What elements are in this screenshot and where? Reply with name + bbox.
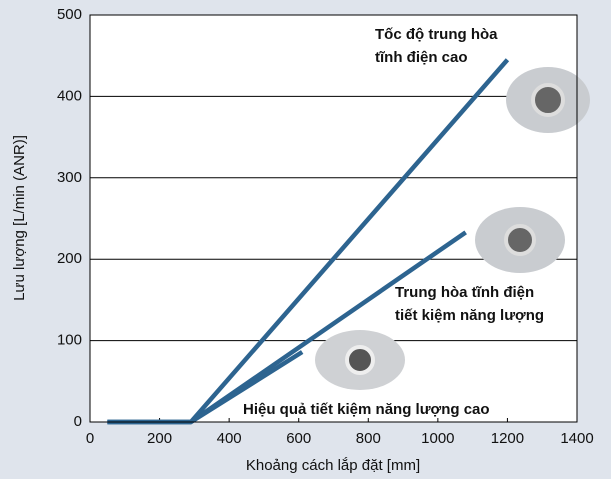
photo [345, 345, 375, 375]
y-tick-label: 200 [57, 250, 82, 267]
nozzle-photos [315, 67, 590, 390]
x-tick-label: 600 [286, 430, 311, 447]
photo [504, 224, 536, 256]
x-tick-label: 800 [356, 430, 381, 447]
x-tick-label: 0 [86, 430, 94, 447]
annotation: Trung hòa tĩnh điện [395, 284, 534, 301]
x-axis-label: Khoảng cách lắp đặt [mm] [246, 457, 420, 474]
y-tick-label: 500 [57, 6, 82, 23]
y-axis-label: Lưu lượng [L/min (ANR)] [11, 135, 28, 301]
annotation: Hiệu quả tiết kiệm năng lượng cao [243, 401, 490, 418]
photo [531, 83, 565, 117]
y-tick-label: 100 [57, 332, 82, 349]
y-tick-label: 400 [57, 87, 82, 104]
x-tick-label: 1200 [491, 430, 524, 447]
y-tick-label: 0 [74, 413, 82, 430]
x-tick-label: 1400 [560, 430, 593, 447]
annotation: tiết kiệm năng lượng [395, 307, 544, 324]
annotation: Tốc độ trung hòa [375, 26, 498, 43]
x-tick-label: 200 [147, 430, 172, 447]
x-tick-label: 400 [217, 430, 242, 447]
annotation: tĩnh điện cao [375, 49, 468, 66]
x-tick-label: 1000 [421, 430, 454, 447]
annotations: Tốc độ trung hòa tĩnh điện cao Trung hòa t… [243, 26, 544, 418]
plot-border [89, 14, 578, 423]
y-tick-label: 300 [57, 169, 82, 186]
